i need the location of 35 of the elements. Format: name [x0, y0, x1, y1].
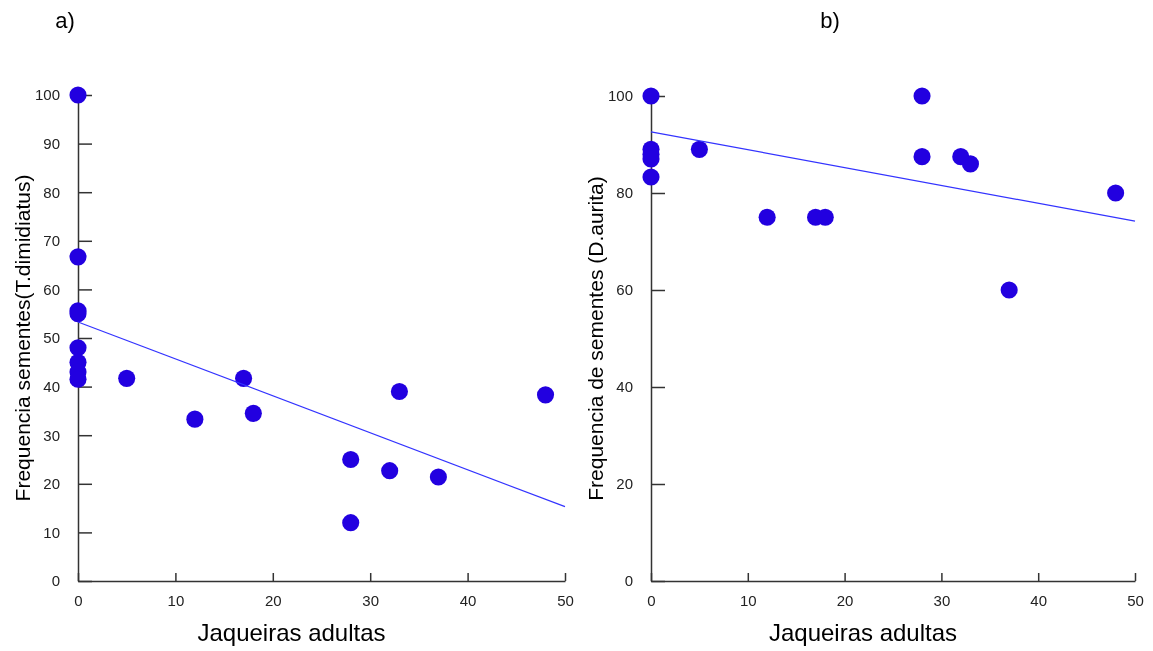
x-axis-title: Jaqueiras adultas	[197, 619, 386, 646]
y-tick-label: 20	[43, 475, 60, 493]
y-tick-label: 80	[616, 184, 633, 202]
y-tick-label: 100	[607, 87, 633, 105]
x-tick-label: 50	[1127, 591, 1144, 609]
y-axis-title: Frequencia sementes(T.dimidiatus)	[11, 174, 34, 502]
y-tick-label: 70	[43, 232, 60, 250]
y-tick-label: 10	[43, 523, 60, 541]
y-tick-label: 40	[616, 378, 633, 396]
x-tick-label: 0	[74, 591, 83, 609]
x-tick-label: 10	[739, 591, 757, 609]
x-tick-label: 10	[167, 591, 185, 609]
y-tick-label: 0	[51, 572, 60, 590]
x-tick-label: 30	[362, 591, 380, 609]
x-tick-label: 20	[836, 591, 854, 609]
y-tick-label: 0	[624, 572, 633, 590]
x-tick-label: 50	[557, 591, 574, 609]
x-axis-title: Jaqueiras adultas	[768, 619, 958, 646]
x-tick-label: 40	[1030, 591, 1048, 609]
x-tick-label: 30	[933, 591, 951, 609]
y-tick-label: 90	[43, 134, 60, 152]
chart-title: b)	[820, 8, 840, 33]
x-tick-label: 20	[264, 591, 282, 609]
y-tick-label: 100	[34, 86, 60, 104]
y-tick-label: 30	[43, 426, 60, 444]
x-tick-label: 40	[459, 591, 477, 609]
x-tick-label: 0	[647, 591, 656, 609]
y-tick-label: 50	[43, 329, 60, 347]
y-tick-label: 40	[43, 377, 60, 395]
y-tick-label: 20	[616, 475, 633, 493]
chart-title: a)	[55, 8, 75, 33]
y-tick-label: 60	[43, 280, 60, 298]
y-axis-title: Frequencia de sementes (D.aurita)	[584, 176, 607, 501]
y-tick-label: 80	[43, 183, 60, 201]
y-tick-label: 60	[616, 281, 633, 299]
